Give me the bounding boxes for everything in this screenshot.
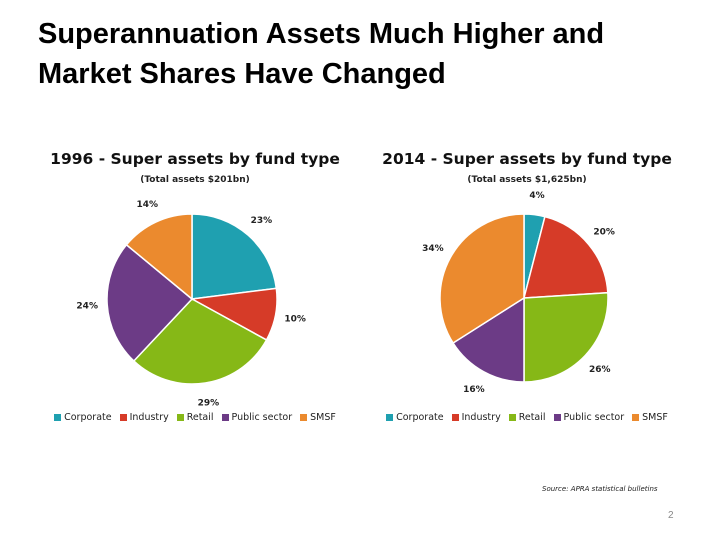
legend-swatch-retail — [176, 414, 184, 421]
data-label-smsf-1996: 14% — [137, 200, 159, 210]
legend-label: Retail — [186, 412, 214, 423]
data-label-corporate-2014: 4% — [529, 191, 544, 201]
legend-item-public-sector-1996: Public sector — [221, 412, 293, 423]
data-label-retail-1996: 29% — [198, 399, 220, 409]
legend-item-corporate-2014: Corporate — [386, 412, 444, 423]
legend-swatch-corporate — [386, 414, 394, 421]
legend-label: Industry — [129, 412, 169, 423]
data-label-public-sector-2014: 16% — [463, 385, 485, 395]
pie-slice-retail-2014 — [523, 291, 609, 383]
chart-title-2014: 2014 - Super assets by fund type — [382, 150, 672, 168]
legend-label: Retail — [518, 412, 546, 423]
data-label-corporate-1996: 23% — [251, 216, 273, 226]
pie-slice-corporate-1996 — [191, 213, 278, 300]
pie-chart-1996: 23% 10% 29% 24% 14% 1996 - Super assets by f… — [40, 150, 350, 440]
pie-slice-smsf-2014 — [439, 213, 525, 345]
data-label-public-sector-1996: 24% — [76, 302, 98, 312]
legend-item-industry-2014: Industry — [451, 412, 501, 423]
data-label-retail-2014: 26% — [589, 365, 611, 375]
legend-1996: Corporate Industry Retail Public sector SMSF — [40, 412, 350, 423]
legend-item-retail-2014: Retail — [508, 412, 546, 423]
pie-slice-public-sector-2014 — [452, 296, 525, 383]
legend-item-smsf-1996: SMSF — [300, 412, 336, 423]
legend-swatch-public-sector — [221, 414, 229, 421]
pie-slice-industry-2014 — [523, 215, 609, 299]
data-label-industry-2014: 20% — [593, 228, 615, 238]
source-note: Source: APRA statistical bulletins — [542, 485, 658, 493]
legend-item-public-sector-2014: Public sector — [553, 412, 625, 423]
legend-label: Corporate — [396, 412, 444, 423]
legend-item-corporate-1996: Corporate — [54, 412, 112, 423]
legend-item-industry-1996: Industry — [119, 412, 169, 423]
pie-slice-retail-1996 — [132, 298, 268, 385]
legend-swatch-smsf — [300, 414, 308, 421]
legend-label: Industry — [461, 412, 501, 423]
legend-swatch-industry — [451, 414, 459, 421]
legend-label: Corporate — [64, 412, 112, 423]
chart-subtitle-2014: (Total assets $1,625bn) — [467, 175, 587, 185]
legend-swatch-industry — [119, 414, 127, 421]
pie-svg-2014: 4% 20% 26% 16% 34% — [422, 191, 615, 395]
slide-title-line-1: Superannuation Assets Much Higher and — [38, 18, 605, 50]
slide-title: Superannuation Assets Much Higher and Ma… — [38, 14, 698, 94]
data-label-smsf-2014: 34% — [422, 244, 444, 254]
data-label-industry-1996: 10% — [284, 315, 306, 325]
legend-label: SMSF — [642, 412, 668, 423]
legend-label: Public sector — [563, 412, 625, 423]
pie-slice-smsf-1996 — [125, 213, 193, 301]
legend-swatch-corporate — [54, 414, 62, 421]
slide-title-line-2: Market Shares Have Changed — [38, 58, 446, 90]
chart-subtitle-1996: (Total assets $201bn) — [140, 175, 250, 185]
legend-item-smsf-2014: SMSF — [632, 412, 668, 423]
legend-label: SMSF — [310, 412, 336, 423]
legend-swatch-public-sector — [553, 414, 561, 421]
legend-label: Public sector — [231, 412, 293, 423]
legend-2014: Corporate Industry Retail Public sector SMSF — [372, 412, 682, 423]
page-number: 2 — [668, 510, 674, 521]
legend-item-retail-1996: Retail — [176, 412, 214, 423]
chart-title-1996: 1996 - Super assets by fund type — [50, 150, 340, 168]
pie-slice-public-sector-1996 — [106, 243, 194, 363]
pie-chart-2014: 4% 20% 26% 16% 34% 2014 - Super assets by fu… — [372, 150, 682, 440]
pie-svg-1996: 23% 10% 29% 24% 14% — [76, 200, 306, 409]
legend-swatch-retail — [508, 414, 516, 421]
legend-swatch-smsf — [632, 414, 640, 421]
